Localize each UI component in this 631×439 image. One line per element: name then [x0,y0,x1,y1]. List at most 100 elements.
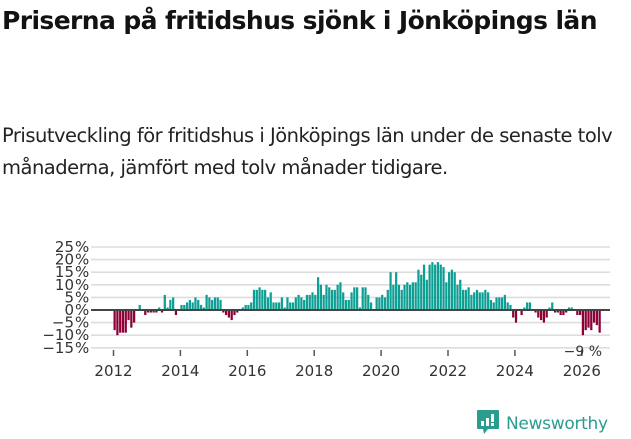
bar[interactable] [277,302,281,310]
bar[interactable] [252,289,256,310]
bar[interactable] [584,310,587,331]
bar[interactable] [551,302,554,310]
bar[interactable] [166,307,169,310]
bar[interactable] [319,284,323,310]
bar[interactable] [523,307,526,310]
bar[interactable] [592,310,596,323]
bar[interactable] [473,292,476,310]
bar[interactable] [397,284,401,310]
bar[interactable] [537,310,540,318]
bar[interactable] [434,264,437,310]
bar[interactable] [124,310,127,333]
bar[interactable] [202,307,205,310]
bar[interactable] [188,299,191,310]
bar[interactable] [562,310,565,316]
bar[interactable] [133,310,136,323]
bar[interactable] [565,310,568,313]
bar[interactable] [364,287,367,310]
bar[interactable] [369,302,373,310]
bar[interactable] [213,297,217,310]
bar[interactable] [470,294,473,310]
bar[interactable] [411,282,414,310]
bar[interactable] [381,294,384,310]
bar[interactable] [227,310,231,318]
bar[interactable] [283,307,286,310]
bar[interactable] [492,302,495,310]
bar[interactable] [386,289,389,310]
bar[interactable] [484,289,487,310]
bar[interactable] [459,279,462,310]
bar[interactable] [509,304,512,310]
bar[interactable] [356,287,359,310]
bar[interactable] [481,292,484,310]
bar[interactable] [361,287,364,310]
bar[interactable] [489,299,493,310]
bar[interactable] [500,297,504,310]
bar[interactable] [350,292,353,310]
bar[interactable] [598,310,601,333]
bar[interactable] [121,310,125,333]
bar[interactable] [163,294,166,310]
bar[interactable] [194,297,197,310]
bar[interactable] [439,264,442,310]
bar[interactable] [328,287,331,310]
bar[interactable] [461,289,465,310]
bar[interactable] [250,302,253,310]
bar[interactable] [450,269,454,310]
bar[interactable] [291,302,295,310]
bar[interactable] [367,294,370,310]
bar[interactable] [311,292,314,310]
bar[interactable] [219,299,222,310]
bar[interactable] [567,307,571,310]
bar[interactable] [269,292,272,310]
bar[interactable] [261,289,264,310]
bar[interactable] [160,310,164,313]
bar[interactable] [113,310,116,331]
bar[interactable] [406,282,409,310]
bar[interactable] [305,294,309,310]
bar[interactable] [149,310,152,313]
bar[interactable] [119,310,122,333]
bar[interactable] [445,282,448,310]
bar[interactable] [548,307,551,310]
bar[interactable] [247,304,250,310]
bar[interactable] [498,297,501,310]
bar[interactable] [436,262,440,310]
bar[interactable] [590,310,593,331]
bar[interactable] [127,310,130,321]
bar[interactable] [414,282,417,310]
bar[interactable] [342,292,345,310]
bar[interactable] [353,287,356,310]
bar[interactable] [420,274,423,310]
bar[interactable] [322,294,325,310]
bar[interactable] [475,289,479,310]
bar[interactable] [116,310,119,336]
bar[interactable] [264,289,267,310]
bar[interactable] [579,310,582,316]
bar[interactable] [503,294,506,310]
bar[interactable] [158,307,161,310]
bar[interactable] [431,262,434,310]
bar[interactable] [266,297,270,310]
bar[interactable] [138,304,141,310]
bar[interactable] [314,294,317,310]
bar[interactable] [255,289,258,310]
bar[interactable] [289,302,292,310]
bar[interactable] [347,299,350,310]
bar[interactable] [389,272,392,310]
bar[interactable] [542,310,546,323]
bar[interactable] [197,299,200,310]
bar[interactable] [183,304,186,310]
bar[interactable] [205,294,208,310]
bar[interactable] [400,289,403,310]
bar[interactable] [453,272,456,310]
bar[interactable] [528,302,532,310]
bar[interactable] [378,297,381,310]
bar[interactable] [339,282,342,310]
bar[interactable] [425,279,428,310]
bar[interactable] [428,264,431,310]
bar[interactable] [553,310,557,313]
bar[interactable] [403,284,406,310]
bar[interactable] [222,310,225,313]
bar[interactable] [185,302,189,310]
